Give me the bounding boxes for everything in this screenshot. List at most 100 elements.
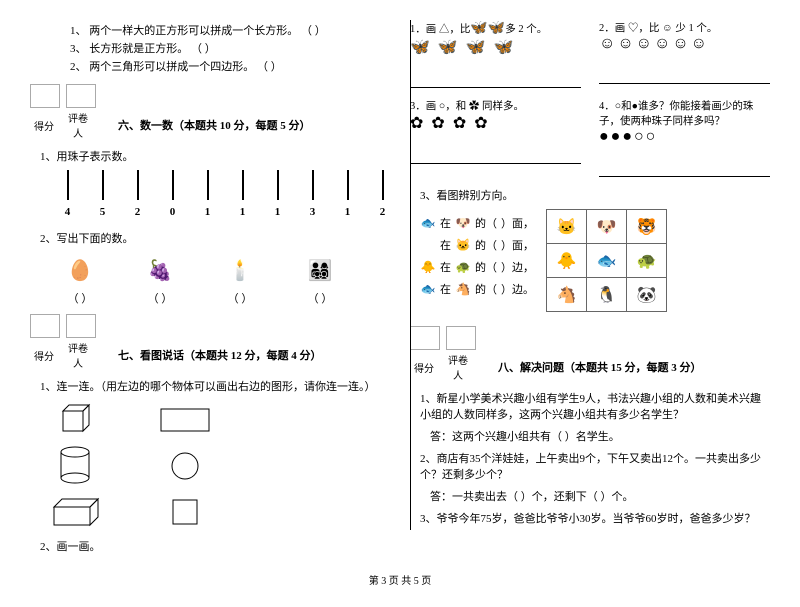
page-footer: 第 3 页 共 5 页 bbox=[30, 572, 770, 587]
score-cell bbox=[410, 326, 440, 350]
tf-blank: （ ） bbox=[301, 25, 326, 37]
tf-blank: （ ） bbox=[191, 43, 216, 55]
rectangle-icon bbox=[160, 403, 210, 437]
dir-line: 🐟 在 🐴 的（ ）边。 bbox=[420, 281, 534, 297]
eggs-icon: 🥚 bbox=[50, 252, 110, 288]
dir-line: 在 🐱 的（ ）面， bbox=[420, 237, 534, 253]
in-text: 在 bbox=[440, 259, 451, 275]
q8-2: 2、商店有35个洋娃娃，上午卖出9个，下午又卖出12个。一共卖出多少个？还剩多少… bbox=[420, 450, 770, 482]
tf-blank: （ ） bbox=[257, 61, 282, 73]
abacus-num: 1 bbox=[345, 206, 351, 218]
direction-lines: 🐟 在 🐶 的（ ）面， 在 🐱 的（ ）面， 🐥 在 🐢 bbox=[420, 209, 534, 303]
shapes-row-1 bbox=[50, 400, 390, 440]
candles-icon: 🕯️ bbox=[210, 252, 270, 288]
dir-line: 🐟 在 🐶 的（ ）面， bbox=[420, 215, 534, 231]
section-7-title: 七、看图说话（本题共 12 分，每题 4 分） bbox=[118, 347, 322, 363]
of-text: 的（ bbox=[475, 215, 497, 231]
tf-num: 2、 bbox=[70, 61, 87, 73]
draw-cell-4: 4．○和●谁多？你能接着画少的珠子，使两种珠子同样多吗？ ●●●○○ bbox=[599, 98, 770, 177]
draw-grid: 1．画 △，比🦋🦋多 2 个。 🦋 🦋 🦋 🦋 2．画 ♡，比 ☺ 少 1 个。… bbox=[410, 20, 770, 177]
grid-cell: 🐢 bbox=[627, 244, 667, 278]
draw3-label: 3．画 ○，和 ✿ 同样多。 bbox=[410, 98, 581, 113]
animal-icon: 🐶 bbox=[455, 216, 471, 230]
grid-cell: 🐧 bbox=[587, 278, 627, 312]
animal-icon: 🐟 bbox=[420, 216, 436, 230]
grader-label: 评卷人 bbox=[444, 352, 472, 382]
tf-text: 两个一样大的正方形可以拼成一个长方形。 bbox=[89, 25, 298, 37]
abacus-num: 4 bbox=[65, 206, 71, 218]
grader-cell bbox=[446, 326, 476, 350]
animal-icon bbox=[420, 238, 436, 252]
q7-1: 1、连一连。（用左边的哪个物体可以画出右边的图形，请你连一连。） bbox=[40, 378, 390, 394]
of-text: 的（ bbox=[475, 259, 497, 275]
grid-cell: 🐶 bbox=[587, 210, 627, 244]
abacus-num: 2 bbox=[135, 206, 141, 218]
animal-icon: 🐟 bbox=[420, 282, 436, 296]
answer-line bbox=[599, 176, 770, 177]
abacus-num: 5 bbox=[100, 206, 106, 218]
pos-text: ）边， bbox=[501, 259, 534, 275]
grid-cell: 🐴 bbox=[547, 278, 587, 312]
grid-cell: 🐥 bbox=[547, 244, 587, 278]
paren-blank: （ ） bbox=[290, 290, 350, 306]
beads-row: ●●●○○ bbox=[599, 128, 770, 146]
draw2-label: 2．画 ♡，比 ☺ 少 1 个。 bbox=[599, 20, 770, 35]
draw1-label: 1．画 △，比 bbox=[410, 24, 470, 35]
of-text: 的（ bbox=[475, 281, 497, 297]
count-pictures: 🥚 （ ） 🍇 （ ） 🕯️ （ ） 👨‍👩‍👧‍👦 （ ） bbox=[50, 252, 390, 306]
animal-icon: 🐥 bbox=[420, 260, 436, 274]
q8-1-answer: 答：这两个兴趣小组共有（ ）名学生。 bbox=[430, 428, 770, 444]
count-item: 🕯️ （ ） bbox=[210, 252, 270, 306]
draw-cell-1: 1．画 △，比🦋🦋多 2 个。 🦋 🦋 🦋 🦋 bbox=[410, 20, 581, 88]
in-text: 在 bbox=[440, 237, 451, 253]
family-icon: 👨‍👩‍👧‍👦 bbox=[290, 252, 350, 288]
pos-text: ）边。 bbox=[501, 281, 534, 297]
butterfly-icon: 🦋🦋 bbox=[470, 21, 505, 36]
count-item: 🍇 （ ） bbox=[130, 252, 190, 306]
score-label: 得分 bbox=[30, 118, 58, 133]
answer-line bbox=[410, 163, 581, 164]
direction-block: 🐟 在 🐶 的（ ）面， 在 🐱 的（ ）面， 🐥 在 🐢 bbox=[420, 209, 770, 312]
score-label-row-8: 得分 评卷人 八、解决问题（本题共 15 分，每题 3 分） bbox=[410, 352, 770, 382]
draw4-label: 4．○和●谁多？你能接着画少的珠子，使两种珠子同样多吗？ bbox=[599, 98, 770, 128]
pos-text: ）面， bbox=[501, 237, 534, 253]
answer-line bbox=[599, 83, 770, 84]
right-column: 1．画 △，比🦋🦋多 2 个。 🦋 🦋 🦋 🦋 2．画 ♡，比 ☺ 少 1 个。… bbox=[410, 20, 770, 560]
circle-icon bbox=[160, 449, 210, 483]
grader-label: 评卷人 bbox=[64, 110, 92, 140]
paren-blank: （ ） bbox=[210, 290, 270, 306]
score-cell bbox=[30, 84, 60, 108]
grapes-icon: 🍇 bbox=[130, 252, 190, 288]
animal-icon: 🐱 bbox=[455, 238, 471, 252]
tf-item: 3、 长方形就是正方形。 （ ） bbox=[70, 40, 390, 56]
smiley-row: ☺☺☺☺☺☺ bbox=[599, 35, 770, 53]
cube-icon bbox=[50, 400, 100, 440]
q3-title: 3、看图辨别方向。 bbox=[420, 187, 770, 203]
draw-cell-2: 2．画 ♡，比 ☺ 少 1 个。 ☺☺☺☺☺☺ bbox=[599, 20, 770, 88]
answer-line bbox=[410, 87, 581, 88]
abacus-num: 3 bbox=[310, 206, 316, 218]
score-cell bbox=[30, 314, 60, 338]
abacus-num: 1 bbox=[240, 206, 246, 218]
score-label-row: 得分 评卷人 六、数一数（本题共 10 分，每题 5 分） bbox=[30, 110, 390, 140]
abacus-num: 0 bbox=[170, 206, 176, 218]
section-6-title: 六、数一数（本题共 10 分，每题 5 分） bbox=[118, 117, 311, 133]
cylinder-icon bbox=[50, 446, 100, 486]
score-label-row-7: 得分 评卷人 七、看图说话（本题共 12 分，每题 4 分） bbox=[30, 340, 390, 370]
count-item: 🥚 （ ） bbox=[50, 252, 110, 306]
paren-blank: （ ） bbox=[130, 290, 190, 306]
score-header-8 bbox=[410, 326, 770, 350]
tf-item: 1、 两个一样大的正方形可以拼成一个长方形。 （ ） bbox=[70, 22, 390, 38]
q8-2-answer: 答：一共卖出去（ ）个，还剩下（ ）个。 bbox=[430, 488, 770, 504]
tf-text: 两个三角形可以拼成一个四边形。 bbox=[89, 61, 254, 73]
score-header bbox=[30, 84, 390, 108]
butterfly-row: 🦋 🦋 🦋 🦋 bbox=[410, 37, 581, 57]
q8-1: 1、新星小学美术兴趣小组有学生9人，书法兴趣小组的人数和美术兴趣小组的人数同样多… bbox=[420, 390, 770, 422]
pos-text: ）面， bbox=[501, 215, 534, 231]
abacus: 4 5 2 0 1 1 1 3 1 2 bbox=[30, 170, 390, 218]
shapes-row-2 bbox=[50, 446, 390, 486]
grid-cell: 🐱 bbox=[547, 210, 587, 244]
tf-item: 2、 两个三角形可以拼成一个四边形。 （ ） bbox=[70, 58, 390, 74]
abacus-num: 1 bbox=[275, 206, 281, 218]
abacus-num: 2 bbox=[380, 206, 386, 218]
